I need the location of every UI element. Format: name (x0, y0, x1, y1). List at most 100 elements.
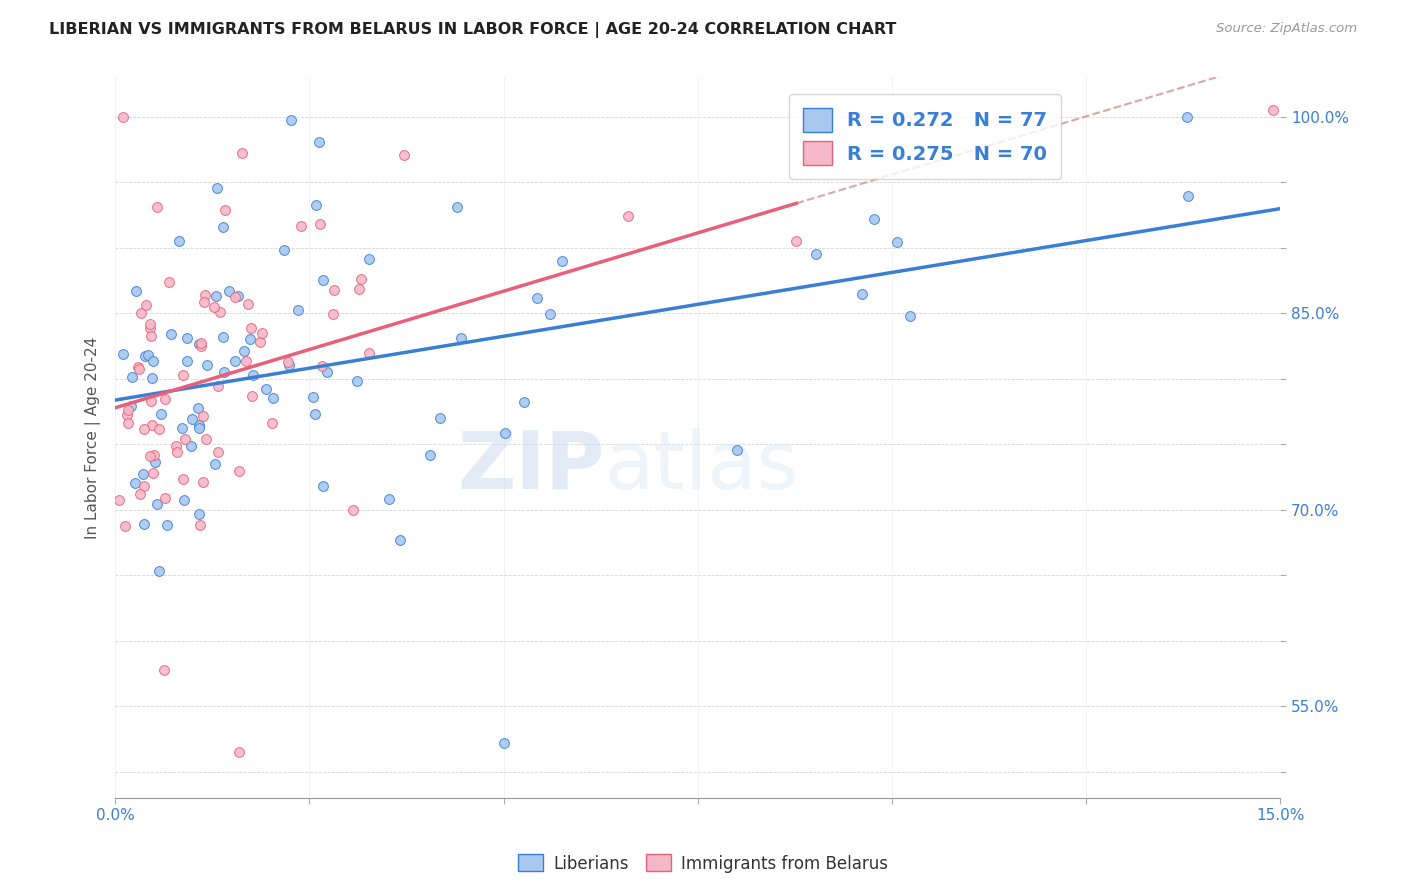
Point (231, 146, 253, 161)
Point (224, 290, 246, 304)
Point (238, 296, 260, 310)
Point (346, 374, 368, 388)
Point (167, 235, 190, 249)
Point (1175, 110, 1198, 124)
Point (239, 321, 262, 335)
Point (287, 303, 309, 318)
Point (188, 421, 211, 435)
Point (128, 361, 150, 376)
Point (342, 502, 364, 516)
Point (322, 307, 344, 321)
Point (239, 332, 262, 346)
Point (125, 284, 148, 298)
Point (135, 298, 157, 312)
Point (124, 476, 146, 491)
Point (139, 394, 162, 409)
Point (194, 288, 217, 302)
Point (176, 331, 198, 345)
Point (187, 401, 209, 415)
Point (280, 112, 302, 127)
Point (235, 354, 257, 368)
Point (1177, 188, 1199, 202)
Point (176, 353, 198, 368)
Point (190, 336, 212, 351)
Point (277, 359, 299, 373)
Point (359, 346, 381, 360)
Point (173, 432, 195, 446)
Point (513, 395, 536, 409)
Point (134, 422, 156, 436)
Point (159, 326, 181, 341)
Point (212, 220, 235, 235)
Point (193, 475, 215, 490)
Point (315, 365, 337, 379)
Point (143, 455, 166, 469)
Point (205, 181, 228, 195)
Point (148, 422, 170, 436)
Point (141, 417, 163, 432)
Point (249, 335, 271, 350)
Point (195, 432, 218, 446)
Point (207, 445, 229, 459)
Point (114, 518, 136, 533)
Point (551, 254, 574, 268)
Point (212, 330, 235, 344)
Point (157, 275, 180, 289)
Point (131, 467, 153, 482)
Point (202, 300, 225, 314)
Point (273, 244, 295, 258)
Point (378, 491, 401, 506)
Point (148, 564, 170, 578)
Point (312, 273, 335, 287)
Point (142, 354, 165, 368)
Point (305, 198, 328, 212)
Text: atlas: atlas (605, 427, 799, 506)
Point (616, 209, 638, 223)
Point (224, 354, 246, 368)
Text: LIBERIAN VS IMMIGRANTS FROM BELARUS IN LABOR FORCE | AGE 20-24 CORRELATION CHART: LIBERIAN VS IMMIGRANTS FROM BELARUS IN L… (49, 22, 897, 38)
Point (863, 211, 886, 226)
Point (188, 518, 211, 533)
Point (117, 417, 139, 431)
Point (898, 309, 921, 323)
Point (156, 518, 179, 533)
Point (538, 307, 561, 321)
Point (172, 368, 194, 382)
Text: Source: ZipAtlas.com: Source: ZipAtlas.com (1216, 22, 1357, 36)
Point (181, 411, 204, 425)
Point (143, 448, 166, 462)
Point (170, 421, 193, 435)
Point (214, 202, 236, 217)
Point (166, 445, 188, 459)
Point (207, 379, 229, 393)
Text: ZIP: ZIP (457, 427, 605, 506)
Point (134, 516, 156, 531)
Point (134, 349, 156, 363)
Point (419, 448, 441, 462)
Point (429, 410, 451, 425)
Point (1261, 103, 1284, 118)
Point (108, 493, 131, 508)
Point (359, 252, 381, 267)
Point (204, 289, 226, 303)
Point (188, 336, 211, 351)
Point (139, 329, 162, 343)
Point (446, 200, 468, 214)
Point (121, 370, 143, 384)
Point (250, 326, 273, 340)
Point (389, 533, 412, 547)
Point (142, 466, 165, 480)
Point (262, 391, 284, 405)
Point (209, 305, 232, 319)
Point (173, 493, 195, 508)
Point (450, 331, 472, 345)
Point (187, 418, 209, 433)
Point (725, 442, 748, 457)
Point (204, 457, 226, 471)
Point (190, 339, 212, 353)
Point (172, 472, 194, 486)
Point (311, 359, 333, 374)
Point (304, 407, 326, 421)
Point (218, 285, 240, 299)
Point (350, 271, 373, 285)
